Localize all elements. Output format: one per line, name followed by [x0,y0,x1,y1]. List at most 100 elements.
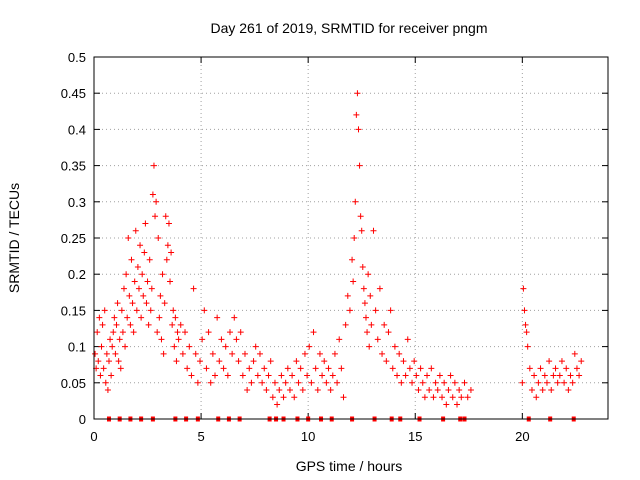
srmtid-point [411,358,418,365]
srmtid-point [229,350,236,357]
srmtid-point [291,394,298,401]
srmtid-point [314,387,321,394]
srmtid-point [567,372,574,379]
srmtid-point [344,292,351,299]
srmtid-point [95,358,102,365]
x-tick-label: 5 [197,429,204,444]
x-tick-label: 20 [515,429,529,444]
srmtid-point [97,372,104,379]
srmtid-point [214,314,221,321]
srmtid-point [250,358,257,365]
srmtid-point [432,379,439,386]
srmtid-point [271,379,278,386]
srmtid-point [323,379,330,386]
srmtid-point [355,126,362,133]
srmtid-point [226,329,233,336]
y-tick-label: 0.05 [61,376,86,391]
srmtid-point [112,350,119,357]
srmtid-point [96,314,103,321]
srmtid-point [319,372,326,379]
srmtid-point [120,285,127,292]
srmtid-point [352,198,359,205]
srmtid-point [147,307,154,314]
srmtid-point [207,379,214,386]
srmtid-point [295,379,302,386]
srmtid-point [203,365,210,372]
srmtid-point [205,329,212,336]
srmtid-point [409,379,416,386]
srmtid-point [576,372,583,379]
srmtid-point [141,249,148,256]
srmtid-point [293,358,300,365]
srmtid-point [155,235,162,241]
srmtid-point [157,292,164,299]
srmtid-point [248,379,255,386]
srmtid-point [197,358,204,365]
srmtid-point [179,350,186,357]
srmtid-point [148,285,155,292]
srmtid-point [100,365,107,372]
srmtid-point [308,379,315,386]
srmtid-point [360,285,367,292]
srmtid-point [312,365,319,372]
srmtid-point [558,358,565,365]
srmtid-point [126,292,133,299]
srmtid-point [168,249,175,256]
srmtid-point [104,387,111,394]
srmtid-point [526,365,533,372]
chart-title: Day 261 of 2019, SRMTID for receiver png… [210,20,487,36]
srmtid-point [173,358,180,365]
srmtid-point [548,387,555,394]
srmtid-point [188,372,195,379]
srmtid-point [152,213,159,220]
srmtid-point [280,394,287,401]
srmtid-point [131,278,138,285]
srmtid-point [153,198,160,205]
srmtid-point [161,300,168,307]
srmtid-point [159,271,166,278]
srmtid-point [304,372,311,379]
srmtid-point [244,387,251,394]
srmtid-point [365,271,372,278]
srmtid-point [521,307,528,314]
srmtid-point [443,401,450,408]
srmtid-point [556,372,563,379]
srmtid-point [354,90,361,97]
srmtid-point [441,379,448,386]
srmtid-point [192,350,199,357]
srmtid-point [413,372,420,379]
srmtid-point [118,307,125,314]
srmtid-point [461,379,468,386]
srmtid-point [142,220,149,227]
y-tick-label: 0.4 [68,122,86,137]
srmtid-point [139,271,146,278]
srmtid-point [535,379,542,386]
srmtid-point [231,314,238,321]
srmtid-point [565,387,572,394]
srmtid-point [278,372,285,379]
srmtid-point [325,365,332,372]
y-tick-label: 0.5 [68,50,86,65]
srmtid-point [346,307,353,314]
srmtid-point [233,336,240,343]
srmtid-point [528,387,535,394]
srmtid-point [239,372,246,379]
srmtid-point [241,350,248,357]
srmtid-point [160,350,167,357]
srmtid-point [424,372,431,379]
srmtid-point [116,336,123,343]
srmtid-point [216,358,223,365]
srmtid-point [284,365,291,372]
srmtid-point [417,365,424,372]
srmtid-point [389,365,396,372]
srmtid-point [449,394,456,401]
srmtid-point [434,387,441,394]
srmtid-point [368,321,375,328]
srmtid-point [402,372,409,379]
srmtid-point [212,372,219,379]
srmtid-point [454,401,461,408]
srmtid-point [267,358,274,365]
srmtid-point [130,329,137,336]
srmtid-point [164,242,171,249]
srmtid-point [428,365,435,372]
